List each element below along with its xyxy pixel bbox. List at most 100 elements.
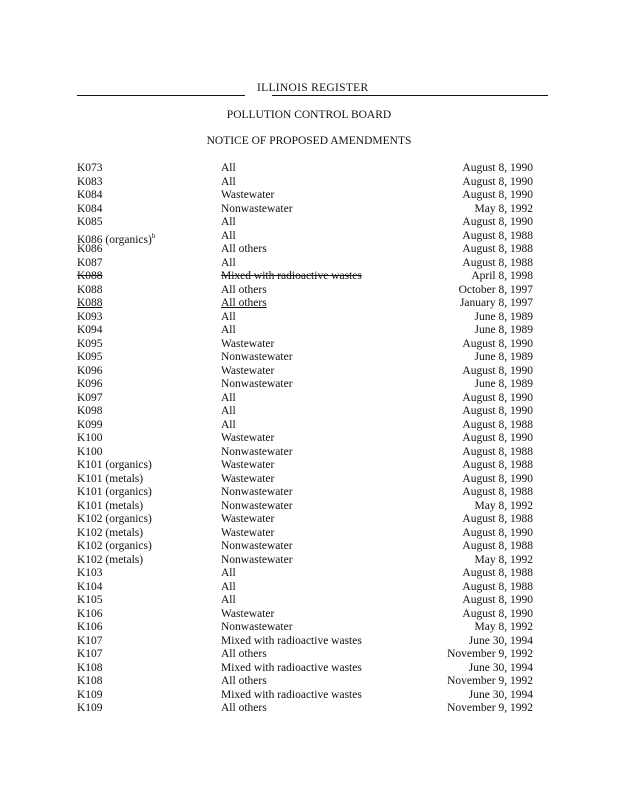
effective-date: August 8, 1990 [462, 526, 533, 539]
waste-type: All [221, 391, 236, 404]
waste-type: All others [221, 283, 267, 296]
effective-date: August 8, 1990 [462, 337, 533, 350]
effective-date: June 8, 1989 [474, 324, 533, 336]
waste-type: All [221, 229, 236, 242]
table-row: K101 (organics) Wastewater August 8, 1988 [77, 459, 533, 473]
table-row: K088 All others January 8, 1997 [77, 297, 533, 311]
table-row: K102 (organics) Wastewater August 8, 1988 [77, 513, 533, 527]
table-row: K096 Wastewater August 8, 1990 [77, 365, 533, 379]
table-row: K108 All others November 9, 1992 [77, 675, 533, 689]
waste-code: K109 [77, 688, 103, 701]
waste-code: K101 (metals) [77, 472, 144, 485]
table-row: K101 (metals) Wastewater August 8, 1990 [77, 473, 533, 487]
effective-date: November 9, 1992 [447, 702, 533, 714]
waste-code: K086 [77, 243, 103, 255]
waste-code: K093 [77, 310, 103, 323]
table-row: K109 Mixed with radioactive wastes June 30… [77, 689, 533, 703]
table-row: K094 All June 8, 1989 [77, 324, 533, 338]
table-row: K088 Mixed with radioactive wastes April 8… [77, 270, 533, 284]
waste-code: K108 [77, 661, 103, 674]
effective-date: June 8, 1989 [474, 310, 533, 323]
waste-type: All others [221, 243, 267, 255]
waste-code: K083 [77, 175, 103, 188]
table-row: K084 Nonwastewater May 8, 1992 [77, 203, 533, 217]
table-row: K101 (metals) Nonwastewater May 8, 1992 [77, 500, 533, 514]
waste-code: K088 [77, 270, 103, 282]
effective-date: May 8, 1992 [474, 499, 533, 512]
table-row: K109 All others November 9, 1992 [77, 702, 533, 716]
table-row: K096 Nonwastewater June 8, 1989 [77, 378, 533, 392]
waste-type: All [221, 405, 236, 417]
waste-type: Nonwastewater [221, 378, 293, 390]
header-rule-left [77, 95, 245, 96]
waste-type: Nonwastewater [221, 621, 293, 633]
effective-date: May 8, 1992 [474, 621, 533, 633]
table-row: K086 All others August 8, 1988 [77, 243, 533, 257]
table-row: K095 Wastewater August 8, 1990 [77, 338, 533, 352]
waste-code: K094 [77, 324, 103, 336]
effective-date: August 8, 1990 [462, 189, 533, 201]
table-row: K084 Wastewater August 8, 1990 [77, 189, 533, 203]
waste-code: K095 [77, 337, 103, 350]
waste-type: Wastewater [221, 189, 275, 201]
effective-date: August 8, 1990 [462, 432, 533, 444]
effective-date: May 8, 1992 [474, 202, 533, 215]
waste-code: K087 [77, 256, 103, 269]
waste-type: Nonwastewater [221, 499, 293, 512]
effective-date: August 8, 1990 [462, 594, 533, 606]
waste-table: K073 All August 8, 1990 K083 All August 8, 19… [77, 162, 533, 716]
waste-code: K100 [77, 432, 103, 444]
waste-code: K086 (organics)b [77, 231, 156, 246]
table-row: K104 All August 8, 1988 [77, 581, 533, 595]
effective-date: August 8, 1988 [462, 256, 533, 269]
waste-code: K104 [77, 580, 103, 593]
waste-type: Wastewater [221, 337, 275, 350]
waste-code: K106 [77, 621, 103, 633]
waste-type: All [221, 418, 236, 431]
waste-code: K107 [77, 648, 103, 660]
waste-type: Wastewater [221, 513, 275, 525]
waste-type: Nonwastewater [221, 202, 293, 215]
effective-date: October 8, 1997 [458, 283, 533, 296]
table-row: K087 All August 8, 1988 [77, 257, 533, 271]
waste-code: K084 [77, 189, 103, 201]
table-row: K106 Wastewater August 8, 1990 [77, 608, 533, 622]
waste-code: K107 [77, 634, 103, 647]
effective-date: June 8, 1989 [474, 351, 533, 363]
waste-type: All [221, 216, 236, 228]
effective-date: August 8, 1988 [462, 580, 533, 593]
effective-date: June 30, 1994 [468, 634, 533, 647]
waste-type: Nonwastewater [221, 553, 293, 566]
table-row: K107 Mixed with radioactive wastes June 30… [77, 635, 533, 649]
table-row: K098 All August 8, 1990 [77, 405, 533, 419]
register-header: ILLINOIS REGISTER [77, 82, 548, 98]
waste-code: K088 [77, 297, 103, 309]
waste-code: K098 [77, 405, 103, 417]
table-row: K083 All August 8, 1990 [77, 176, 533, 190]
table-row: K086 (organics)b All August 8, 1988 [77, 229, 533, 246]
waste-code: K102 (metals) [77, 553, 144, 566]
effective-date: November 9, 1992 [447, 675, 533, 687]
waste-code: K096 [77, 364, 103, 377]
effective-date: August 8, 1990 [462, 405, 533, 417]
table-row: K088 All others October 8, 1997 [77, 284, 533, 298]
waste-type: All [221, 594, 236, 606]
waste-code: K101 (metals) [77, 499, 144, 512]
waste-code: K088 [77, 283, 103, 296]
waste-code: K096 [77, 378, 103, 390]
waste-type: All [221, 324, 236, 336]
waste-code: K101 (organics) [77, 459, 152, 471]
effective-date: August 8, 1990 [462, 607, 533, 620]
waste-type: Nonwastewater [221, 351, 293, 363]
waste-code: K095 [77, 351, 103, 363]
waste-code: K102 (metals) [77, 526, 144, 539]
effective-date: August 8, 1990 [462, 364, 533, 377]
effective-date: August 8, 1990 [462, 162, 533, 174]
waste-type: All [221, 580, 236, 593]
table-row: K102 (organics) Nonwastewater August 8, 19… [77, 540, 533, 554]
waste-code: K085 [77, 216, 103, 228]
footnote-marker: b [151, 231, 156, 240]
table-row: K102 (metals) Wastewater August 8, 1990 [77, 527, 533, 541]
waste-code: K108 [77, 675, 103, 687]
waste-type: Mixed with radioactive wastes [221, 634, 362, 647]
